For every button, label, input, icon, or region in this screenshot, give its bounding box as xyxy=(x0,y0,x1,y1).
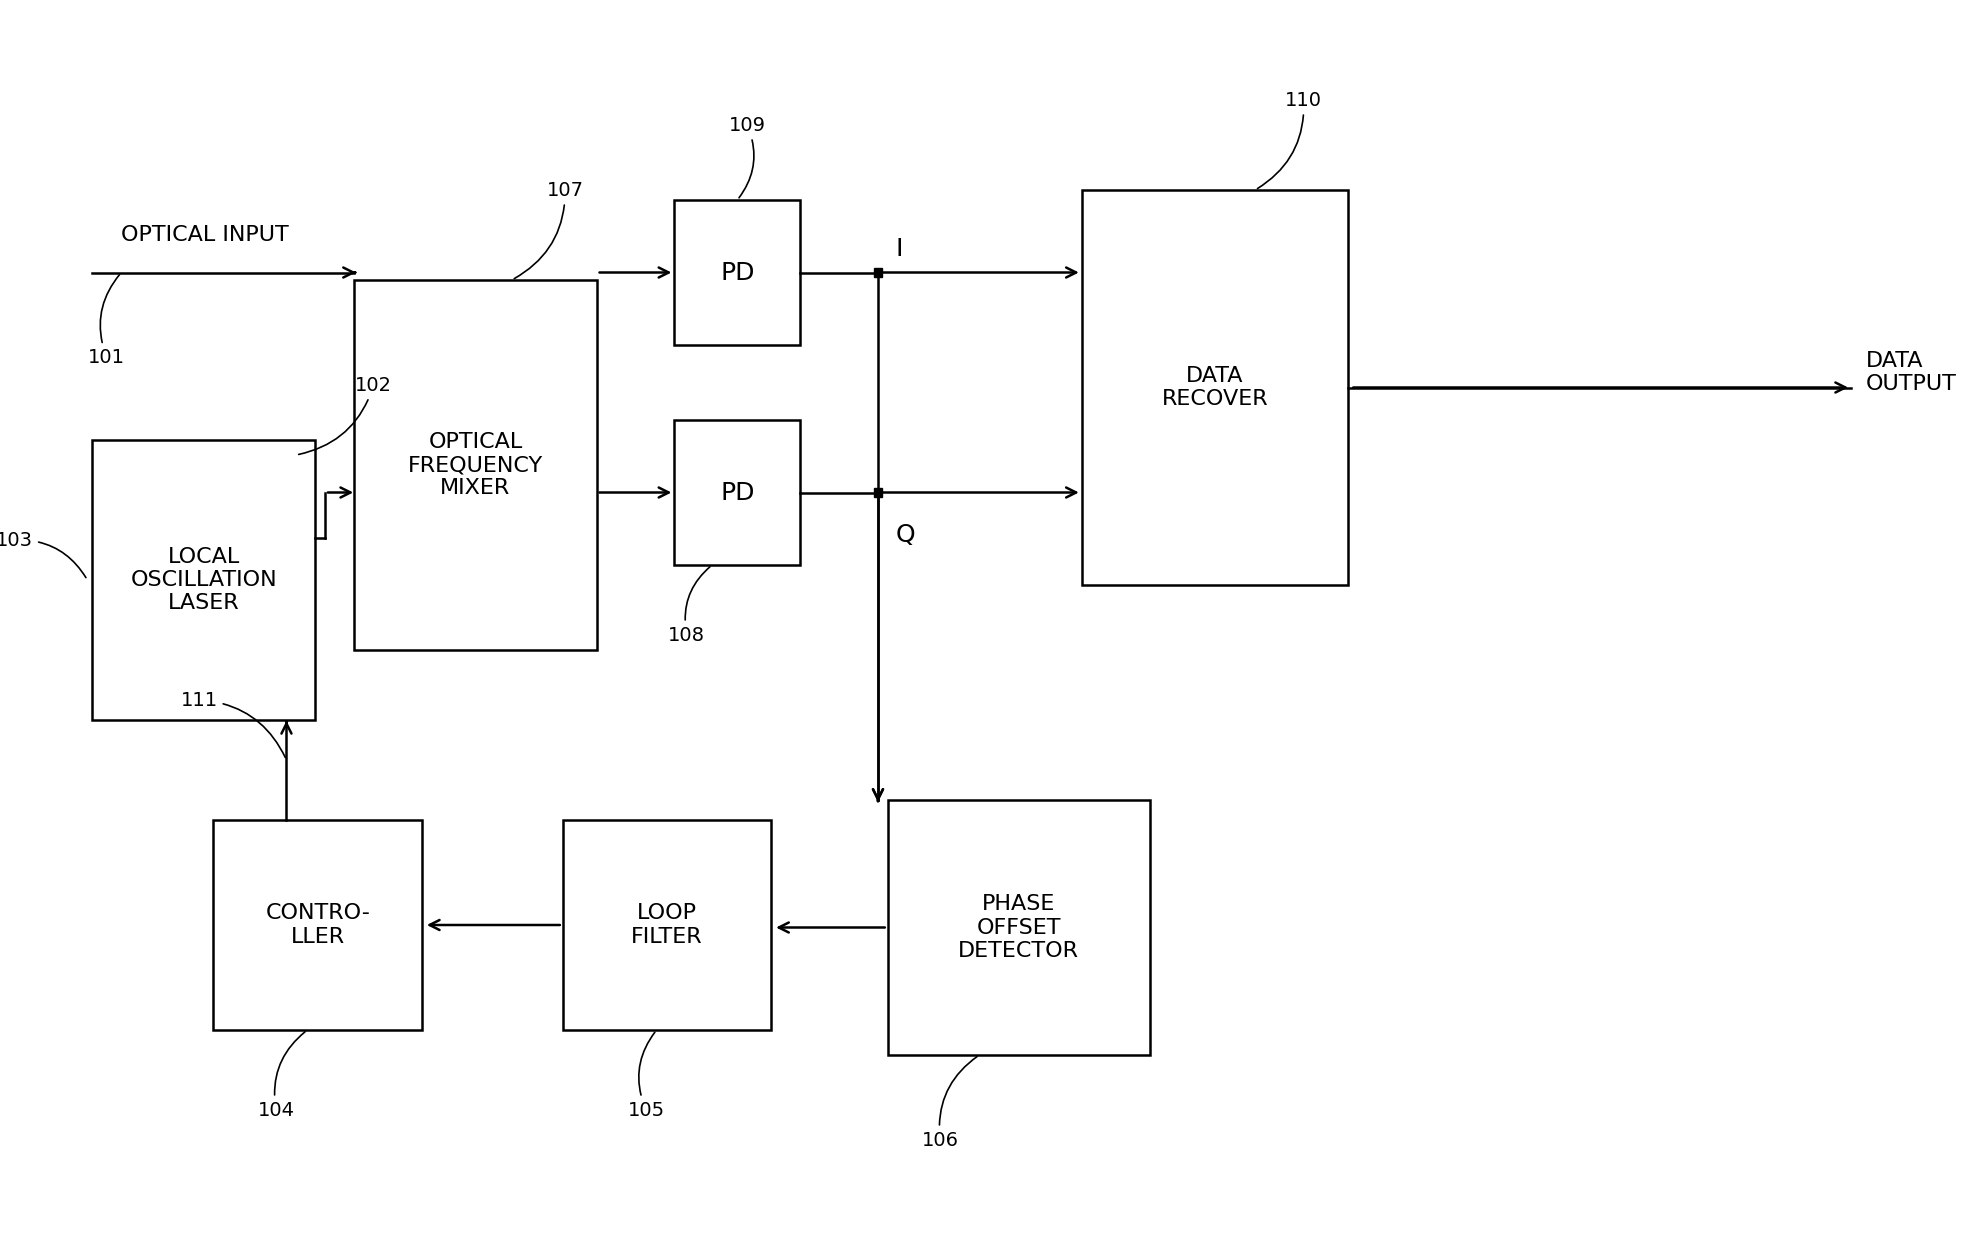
Text: PD: PD xyxy=(720,480,754,505)
Text: Q: Q xyxy=(896,523,915,546)
Text: 103: 103 xyxy=(0,530,87,578)
Text: LOOP
FILTER: LOOP FILTER xyxy=(631,903,702,946)
Text: CONTRO-
LLER: CONTRO- LLER xyxy=(264,903,371,946)
Text: DATA
RECOVER: DATA RECOVER xyxy=(1162,366,1269,408)
Bar xyxy=(874,268,882,277)
Text: I: I xyxy=(896,237,904,261)
Text: 110: 110 xyxy=(1257,90,1322,188)
Text: OPTICAL
FREQUENCY
MIXER: OPTICAL FREQUENCY MIXER xyxy=(408,432,543,499)
Text: PHASE
OFFSET
DETECTOR: PHASE OFFSET DETECTOR xyxy=(959,895,1079,961)
Bar xyxy=(562,819,771,1030)
Text: 104: 104 xyxy=(258,1031,306,1119)
Text: DATA
OUTPUT: DATA OUTPUT xyxy=(1866,351,1957,395)
Text: PD: PD xyxy=(720,261,754,284)
Text: 108: 108 xyxy=(669,566,710,644)
Text: LOCAL
OSCILLATION
LASER: LOCAL OSCILLATION LASER xyxy=(130,546,276,613)
Bar xyxy=(888,799,1150,1055)
Bar xyxy=(1081,190,1348,585)
Bar xyxy=(353,279,596,650)
Text: 107: 107 xyxy=(515,180,584,278)
Text: 111: 111 xyxy=(182,690,286,758)
Text: 102: 102 xyxy=(298,376,393,455)
Text: 101: 101 xyxy=(89,274,124,367)
Text: 106: 106 xyxy=(921,1056,977,1149)
Text: 105: 105 xyxy=(627,1032,665,1119)
Text: OPTICAL INPUT: OPTICAL INPUT xyxy=(120,224,290,244)
Bar xyxy=(213,819,422,1030)
Bar xyxy=(93,440,316,720)
Bar xyxy=(874,487,882,497)
Bar xyxy=(675,200,801,345)
Bar xyxy=(675,420,801,565)
Text: 109: 109 xyxy=(728,115,766,198)
